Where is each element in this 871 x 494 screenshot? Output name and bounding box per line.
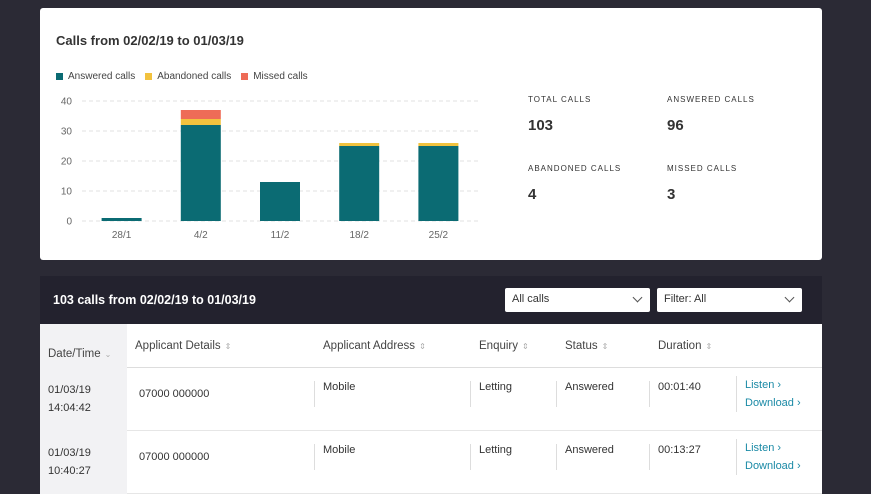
stat-missed-value: 3 (667, 186, 676, 203)
y-tick-label: 20 (61, 157, 73, 168)
row-address: Mobile (314, 444, 355, 470)
sort-icon: ⇕ (601, 341, 609, 351)
x-tick-label: 11/2 (271, 230, 290, 241)
x-tick-label: 25/2 (429, 230, 449, 241)
listen-link[interactable]: Listen › (745, 379, 782, 391)
sort-icon: ⇕ (419, 341, 426, 351)
column-enquiry-label: Enquiry (479, 340, 518, 352)
row-time: 14:04:42 (48, 402, 91, 414)
chevron-down-icon (632, 292, 643, 303)
x-tick-label: 28/1 (112, 230, 132, 241)
calls-panel-header: 103 calls from 02/02/19 to 01/03/19 All … (40, 276, 822, 324)
row-enquiry: Letting (470, 381, 512, 407)
stat-total-label: TOTAL CALLS (528, 95, 592, 104)
y-tick-label: 40 (61, 97, 73, 108)
sort-icon: ⇕ (705, 341, 713, 351)
stat-total-value: 103 (528, 117, 554, 134)
column-status-label: Status (565, 340, 598, 352)
stat-answered-label: ANSWERED CALLS (667, 95, 755, 104)
column-applicant-details-label: Applicant Details (135, 340, 221, 352)
column-applicant-address-label: Applicant Address (323, 340, 416, 352)
legend-swatch-answered (56, 73, 63, 80)
legend-swatch-abandoned (145, 73, 153, 80)
row-time: 10:40:27 (48, 465, 91, 477)
x-tick-label: 4/2 (194, 230, 208, 241)
row-actions: Listen › Download › (736, 439, 801, 475)
row-status: Answered (556, 444, 614, 470)
call-stats: TOTAL CALLS 103 ANSWERED CALLS 96 ABANDO… (528, 95, 808, 225)
row-date-time: 01/03/19 10:40:27 (40, 431, 127, 494)
row-status: Answered (556, 381, 614, 407)
column-applicant-details[interactable]: Applicant Details ⇕ (135, 340, 231, 352)
chevron-down-icon (784, 292, 795, 303)
legend-missed: Missed calls (241, 71, 308, 82)
table-header: Date/Time ⌄ Applicant Details ⇕ Applican… (40, 324, 822, 368)
column-applicant-address[interactable]: Applicant Address ⇕ (323, 340, 426, 352)
chart-legend: Answered calls Abandoned calls Missed ca… (56, 71, 308, 82)
row-phone: 07000 000000 (139, 451, 210, 463)
call-type-select-value: All calls (512, 293, 550, 305)
stat-abandoned-label: ABANDONED CALLS (528, 164, 622, 173)
bar-answered-calls (260, 182, 300, 221)
sort-icon: ⇕ (522, 341, 529, 351)
column-date-time[interactable]: Date/Time ⌄ (40, 324, 127, 368)
row-actions: Listen › Download › (736, 376, 801, 412)
row-date-time: 01/03/19 14:04:42 (40, 368, 127, 431)
legend-answered: Answered calls (56, 71, 135, 82)
column-enquiry[interactable]: Enquiry ⇕ (479, 340, 529, 352)
sort-icon: ⇕ (224, 341, 232, 351)
legend-abandoned: Abandoned calls (145, 71, 231, 82)
bar-answered-calls (101, 218, 142, 221)
y-tick-label: 0 (66, 217, 72, 228)
stat-missed-label: MISSED CALLS (667, 164, 738, 173)
bar-abandoned-calls (418, 143, 459, 146)
bar-abandoned-calls (339, 143, 380, 146)
status-filter-select[interactable]: Filter: All (657, 288, 802, 312)
stat-answered: ANSWERED CALLS 96 (667, 95, 807, 134)
table-row: 01/03/19 14:04:42 07000 000000 Mobile Le… (40, 368, 822, 431)
call-type-select[interactable]: All calls (505, 288, 650, 312)
row-duration: 00:13:27 (649, 444, 701, 470)
bar-answered-calls (339, 146, 380, 221)
listen-link[interactable]: Listen › (745, 442, 782, 454)
chart-title: Calls from 02/02/19 to 01/03/19 (56, 33, 244, 48)
download-link[interactable]: Download › (745, 397, 801, 409)
column-date-time-label: Date/Time (48, 348, 101, 360)
legend-label-answered: Answered calls (68, 71, 136, 82)
x-tick-label: 18/2 (349, 230, 369, 241)
sort-desc-icon: ⌄ (104, 349, 112, 359)
calls-summary-card: Calls from 02/02/19 to 01/03/19 Answered… (40, 8, 822, 260)
stat-missed: MISSED CALLS 3 (667, 164, 807, 203)
row-duration: 00:01:40 (649, 381, 701, 407)
bar-answered-calls (180, 125, 221, 221)
legend-swatch-missed (241, 73, 249, 80)
column-status[interactable]: Status ⇕ (565, 340, 608, 352)
column-duration[interactable]: Duration ⇕ (658, 340, 712, 352)
column-duration-label: Duration (658, 340, 702, 352)
calls-bar-chart: 0 10 20 30 40 28/1 4/2 11/2 18/2 25/2 (61, 97, 478, 241)
y-tick-label: 30 (61, 127, 73, 138)
row-phone: 07000 000000 (139, 388, 210, 400)
stat-abandoned: ABANDONED CALLS 4 (528, 164, 668, 203)
legend-label-missed: Missed calls (253, 71, 308, 82)
stat-total: TOTAL CALLS 103 (528, 95, 668, 134)
row-date: 01/03/19 (48, 447, 91, 459)
download-link[interactable]: Download › (745, 460, 801, 472)
bar-abandoned-calls (180, 119, 221, 125)
row-enquiry: Letting (470, 444, 512, 470)
legend-label-abandoned: Abandoned calls (157, 71, 232, 82)
calls-panel: 103 calls from 02/02/19 to 01/03/19 All … (40, 276, 822, 494)
stat-abandoned-value: 4 (528, 186, 537, 203)
row-date: 01/03/19 (48, 384, 91, 396)
status-filter-select-value: Filter: All (664, 293, 707, 305)
bar-answered-calls (418, 146, 459, 221)
bar-missed-calls (180, 110, 221, 119)
y-tick-label: 10 (61, 187, 73, 198)
row-address: Mobile (314, 381, 355, 407)
table-row: 01/03/19 10:40:27 07000 000000 Mobile Le… (40, 431, 822, 494)
stat-answered-value: 96 (667, 117, 684, 134)
calls-panel-title: 103 calls from 02/02/19 to 01/03/19 (53, 293, 256, 307)
